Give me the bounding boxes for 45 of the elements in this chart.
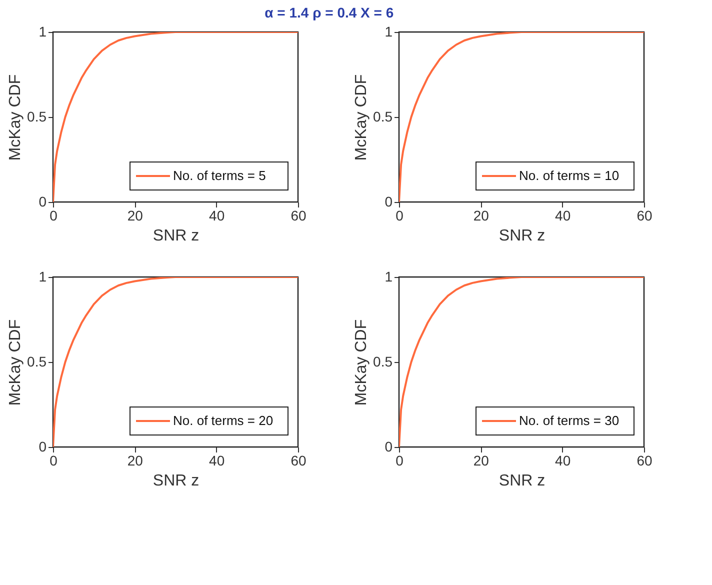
x-tick-label: 20	[127, 452, 144, 468]
x-tick-label: 60	[290, 452, 306, 468]
y-tick-label: 0	[38, 194, 47, 210]
y-axis-title: McKay CDF	[353, 319, 370, 406]
x-tick-label: 20	[473, 452, 490, 468]
x-tick-label: 60	[636, 208, 652, 224]
legend-label: No. of terms = 30	[519, 413, 620, 428]
legend-label: No. of terms = 10	[519, 168, 620, 183]
x-tick-label: 40	[555, 452, 571, 468]
x-tick-label: 0	[396, 208, 404, 224]
x-tick-label: 20	[473, 208, 490, 224]
x-axis-title: SNR z	[152, 228, 200, 244]
y-tick-label: 0	[384, 194, 393, 210]
y-axis-title: McKay CDF	[7, 74, 24, 161]
x-tick-label: 40	[209, 452, 225, 468]
y-tick-label: 0.5	[373, 354, 393, 370]
line-series	[53, 277, 298, 447]
x-tick-label: 60	[290, 208, 306, 224]
legend-label: No. of terms = 20	[173, 413, 274, 428]
x-tick-label: 40	[555, 208, 571, 224]
legend-label: No. of terms = 5	[173, 168, 266, 183]
y-tick-label: 1	[384, 268, 393, 284]
line-series	[399, 277, 644, 447]
x-tick-label: 40	[209, 208, 225, 224]
y-axis-title: McKay CDF	[7, 319, 24, 406]
x-tick-label: 0	[396, 452, 404, 468]
line-series	[53, 32, 298, 202]
y-tick-label: 1	[38, 268, 47, 284]
y-axis-title: McKay CDF	[353, 74, 370, 161]
y-tick-label: 0	[38, 438, 47, 454]
y-tick-label: 1	[384, 24, 393, 40]
x-tick-label: 60	[636, 452, 652, 468]
x-tick-label: 0	[50, 208, 58, 224]
y-tick-label: 0.5	[27, 354, 47, 370]
y-tick-label: 1	[38, 24, 47, 40]
x-tick-label: 20	[127, 208, 144, 224]
x-tick-label: 0	[50, 452, 58, 468]
x-axis-title: SNR z	[498, 228, 546, 244]
text: α = 1.4 ρ = 0.4 X = 6	[264, 4, 394, 20]
x-axis-title: SNR z	[152, 472, 200, 490]
x-axis-title: SNR z	[498, 472, 546, 490]
y-tick-label: 0	[384, 438, 393, 454]
line-series	[399, 32, 644, 202]
y-tick-label: 0.5	[373, 108, 393, 124]
y-tick-label: 0.5	[27, 108, 47, 124]
